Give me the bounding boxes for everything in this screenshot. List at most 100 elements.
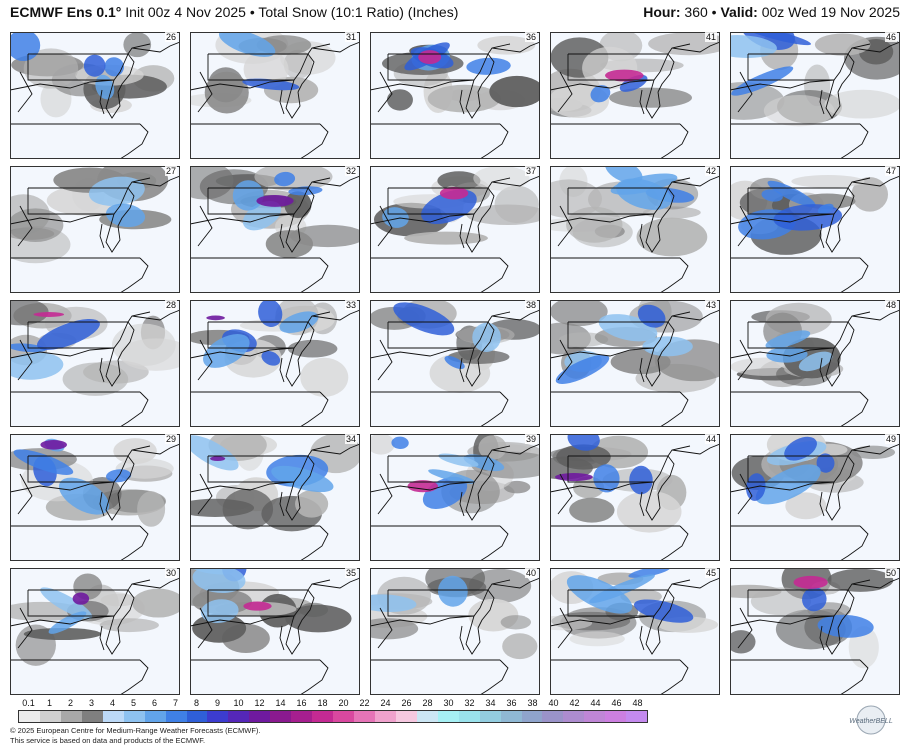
geography-lines [10, 175, 180, 293]
colorbar-swatch [81, 711, 103, 722]
snow-shading [10, 438, 174, 527]
snow-colorbar [18, 710, 648, 723]
header-right: Hour: 360 • Valid: 00z Wed 19 Nov 2025 [643, 4, 900, 26]
snow-map [550, 32, 720, 159]
colorbar-swatch [354, 711, 375, 722]
colorbar-tick-label: 16 [296, 698, 307, 708]
ensemble-member-panel: 31 [190, 32, 360, 159]
colorbar-swatch [563, 711, 585, 722]
snow-map [370, 166, 540, 293]
colorbar-tick-label: 7 [172, 698, 179, 708]
snow-map [370, 32, 540, 159]
colorbar-swatch [437, 711, 459, 722]
snow-map [190, 568, 360, 695]
valid-label: Valid: [720, 4, 758, 20]
copyright-line: © 2025 European Centre for Medium-Range … [10, 726, 261, 735]
member-number: 29 [164, 434, 177, 444]
hour-label: Hour: [643, 4, 681, 20]
colorbar-tick-label: 0.1 [22, 698, 35, 708]
colorbar-tick-label: 32 [464, 698, 475, 708]
ensemble-member-panel: 28 [10, 300, 180, 427]
snow-shading [190, 166, 360, 258]
colorbar-tick-label: 24 [380, 698, 391, 708]
colorbar-tick-label: 18 [317, 698, 328, 708]
geography-lines [550, 309, 720, 427]
member-number: 39 [524, 434, 537, 444]
colorbar-tick-label: 6 [151, 698, 158, 708]
geography-lines [730, 175, 900, 293]
snow-map [10, 166, 180, 293]
colorbar-swatch [207, 711, 229, 722]
geography-lines [550, 577, 720, 695]
ensemble-member-panel: 44 [550, 434, 720, 561]
ensemble-member-panel: 50 [730, 568, 900, 695]
colorbar-tick-label: 20 [338, 698, 349, 708]
snow-shading [370, 434, 540, 514]
colorbar-tick-label: 4 [109, 698, 116, 708]
geography-lines [730, 443, 900, 561]
snow-map [370, 300, 540, 427]
geography-lines [370, 175, 540, 293]
colorbar-tick-label: 38 [527, 698, 538, 708]
geography-lines [10, 41, 180, 159]
geography-lines [370, 577, 540, 695]
snow-shading [550, 300, 720, 393]
ensemble-member-panel: 35 [190, 568, 360, 695]
snow-map [550, 434, 720, 561]
colorbar-swatch [395, 711, 417, 722]
snow-map [10, 32, 180, 159]
separator-dot: • [711, 4, 717, 20]
geography-lines [10, 309, 180, 427]
ensemble-member-panel: 36 [370, 32, 540, 159]
colorbar-swatch [186, 711, 208, 722]
ensemble-member-panel: 34 [190, 434, 360, 561]
colorbar-swatch [542, 711, 564, 722]
colorbar-tick-label: 10 [233, 698, 244, 708]
colorbar-tick-label: 14 [275, 698, 286, 708]
colorbar-swatch [374, 711, 396, 722]
data-source-line: This service is based on data and produc… [10, 736, 206, 745]
colorbar-swatch [291, 711, 313, 722]
member-number: 36 [524, 32, 537, 42]
snow-map [10, 568, 180, 695]
member-number: 26 [164, 32, 177, 42]
colorbar-swatch [19, 711, 40, 722]
weatherbell-logo: WeatherBELL [849, 705, 893, 735]
ensemble-member-panel: 30 [10, 568, 180, 695]
member-number: 37 [524, 166, 537, 176]
geography-lines [10, 443, 180, 561]
logo-text: WeatherBELL [849, 718, 893, 725]
snow-map [190, 166, 360, 293]
colorbar-swatch [605, 711, 627, 722]
colorbar-swatch [584, 711, 606, 722]
snow-map [10, 300, 180, 427]
colorbar-swatch [60, 711, 82, 722]
colorbar-tick-label: 5 [130, 698, 137, 708]
colorbar-swatch [312, 711, 334, 722]
ensemble-member-panel: 27 [10, 166, 180, 293]
snow-shading [190, 568, 352, 654]
snow-shading [730, 32, 900, 127]
separator-dot: • [249, 4, 255, 20]
geography-lines [190, 175, 360, 293]
colorbar-swatch [144, 711, 166, 722]
colorbar-swatch [416, 711, 438, 722]
snow-shading [730, 174, 889, 255]
snow-map [370, 434, 540, 561]
member-number: 34 [344, 434, 357, 444]
snow-shading [190, 300, 349, 397]
geography-lines [730, 41, 900, 159]
ensemble-member-panel: 33 [190, 300, 360, 427]
member-number: 31 [344, 32, 357, 42]
geography-lines [370, 309, 540, 427]
snow-map [10, 434, 180, 561]
snow-map [730, 166, 900, 293]
ensemble-member-panel: 46 [730, 32, 900, 159]
member-number: 30 [164, 568, 177, 578]
colorbar-tick-label: 3 [88, 698, 95, 708]
colorbar-tick-label: 30 [443, 698, 454, 708]
geography-lines [550, 443, 720, 561]
colorbar-tick-label: 22 [359, 698, 370, 708]
geography-lines [190, 577, 360, 695]
geography-lines [550, 41, 720, 159]
